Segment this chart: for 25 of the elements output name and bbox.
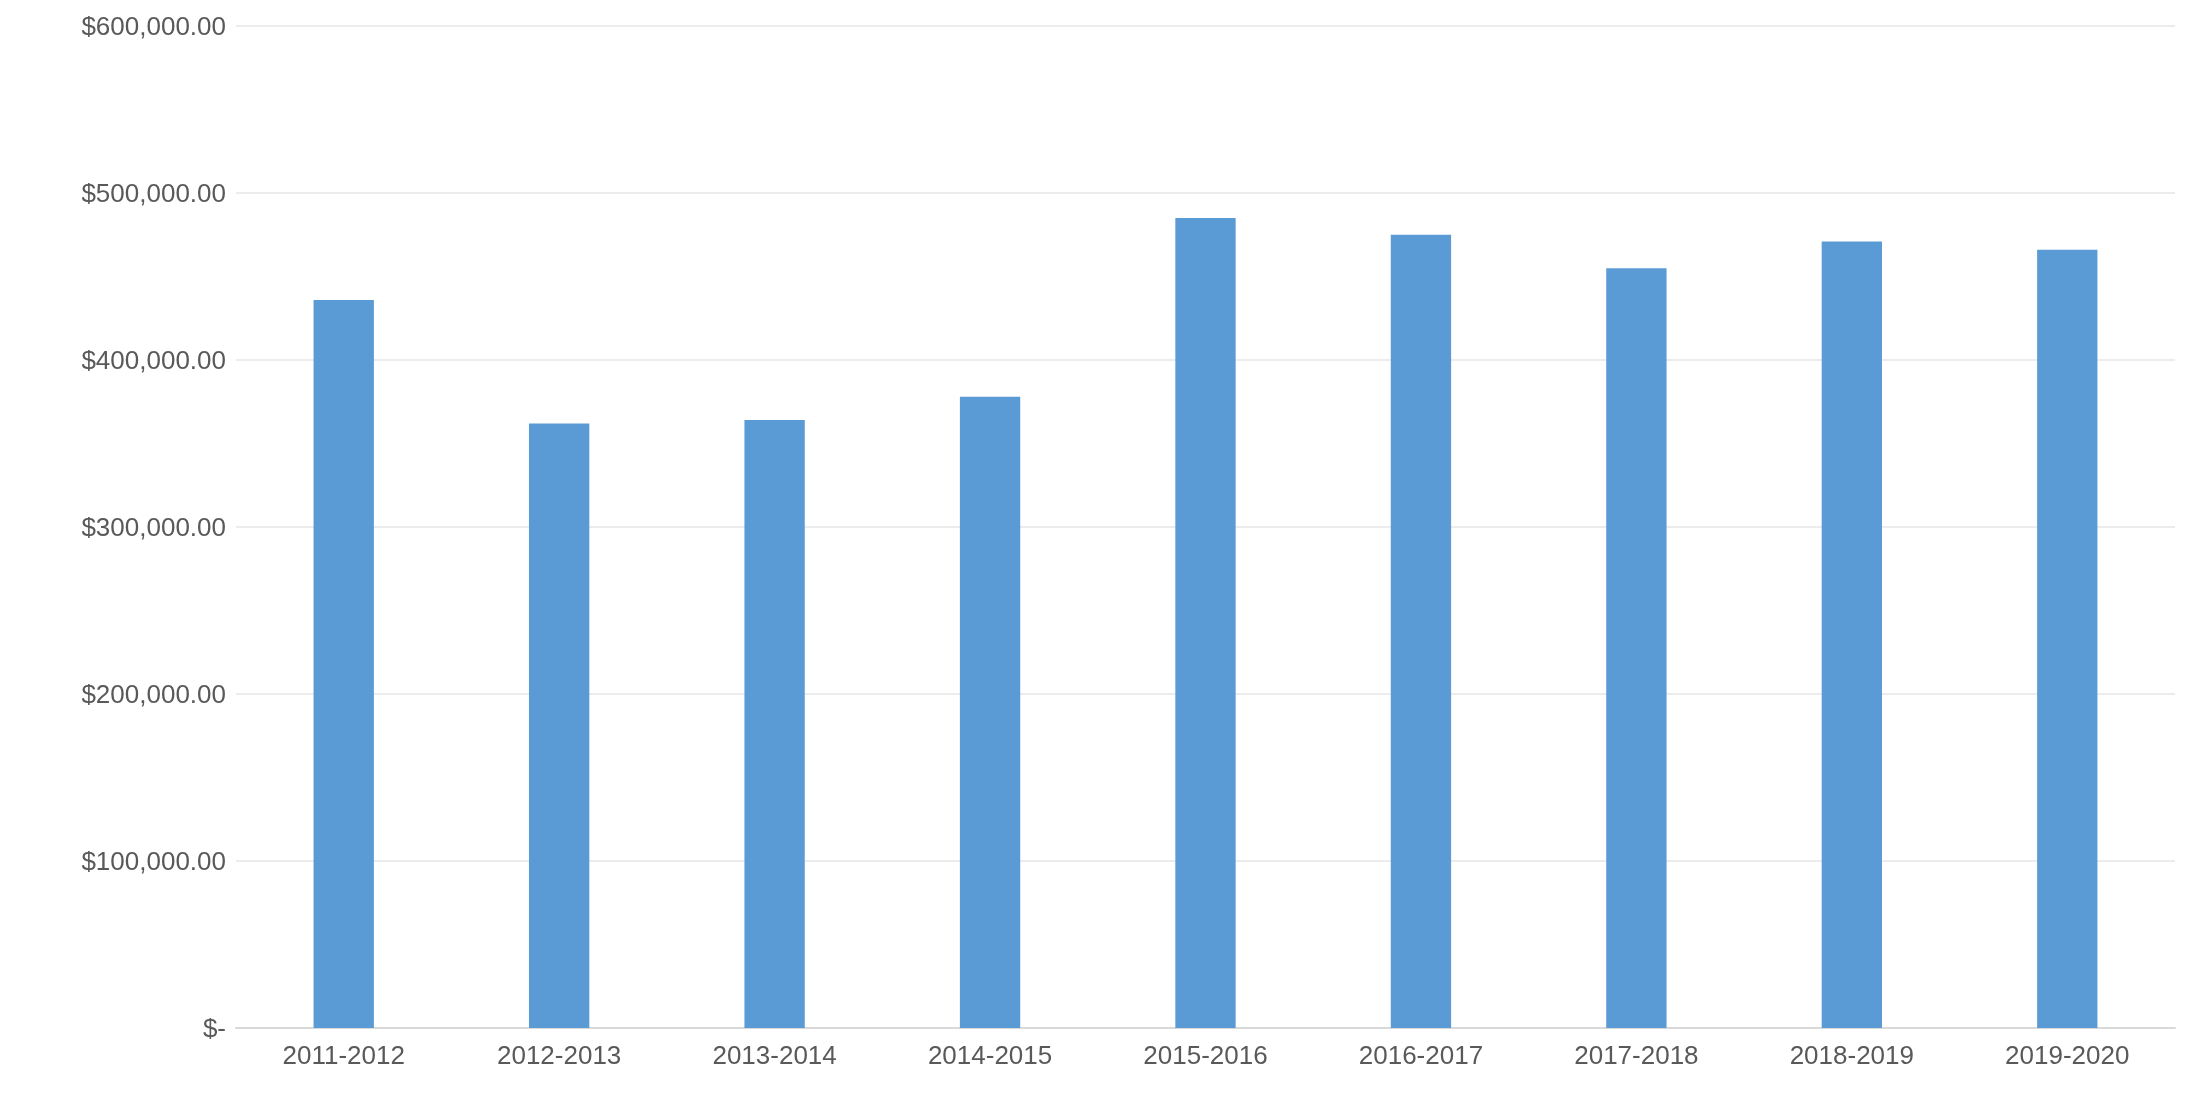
x-tick-label: 2013-2014 (712, 1040, 837, 1070)
bar (1606, 268, 1667, 1028)
x-tick-label: 2017-2018 (1574, 1040, 1699, 1070)
bar (744, 420, 805, 1028)
bar (1390, 234, 1452, 1028)
x-tick-label: 2016-2017 (1358, 1040, 1484, 1070)
bar (529, 423, 590, 1028)
y-tick-label: $300,000.00 (81, 512, 226, 542)
x-tick-label: 2011-2012 (282, 1040, 405, 1070)
bar (313, 299, 374, 1028)
y-tick-label: $500,000.00 (81, 178, 226, 208)
y-tick-label: $400,000.00 (81, 345, 226, 375)
x-tick-label: 2015-2016 (1143, 1040, 1268, 1070)
x-tick-label: 2012-2013 (496, 1040, 622, 1070)
y-tick-label: $600,000.00 (81, 11, 226, 41)
y-tick-label: $200,000.00 (81, 679, 226, 709)
bar (1175, 218, 1236, 1028)
y-tick-label: $- (202, 1013, 226, 1043)
bar (2037, 249, 2098, 1028)
y-tick-label: $100,000.00 (81, 846, 226, 876)
x-tick-label: 2018-2019 (1789, 1040, 1915, 1070)
bar (959, 396, 1021, 1028)
x-tick-label: 2014-2015 (927, 1040, 1053, 1070)
x-tick-label: 2019-2020 (2005, 1040, 2130, 1070)
bar (1821, 241, 1882, 1028)
